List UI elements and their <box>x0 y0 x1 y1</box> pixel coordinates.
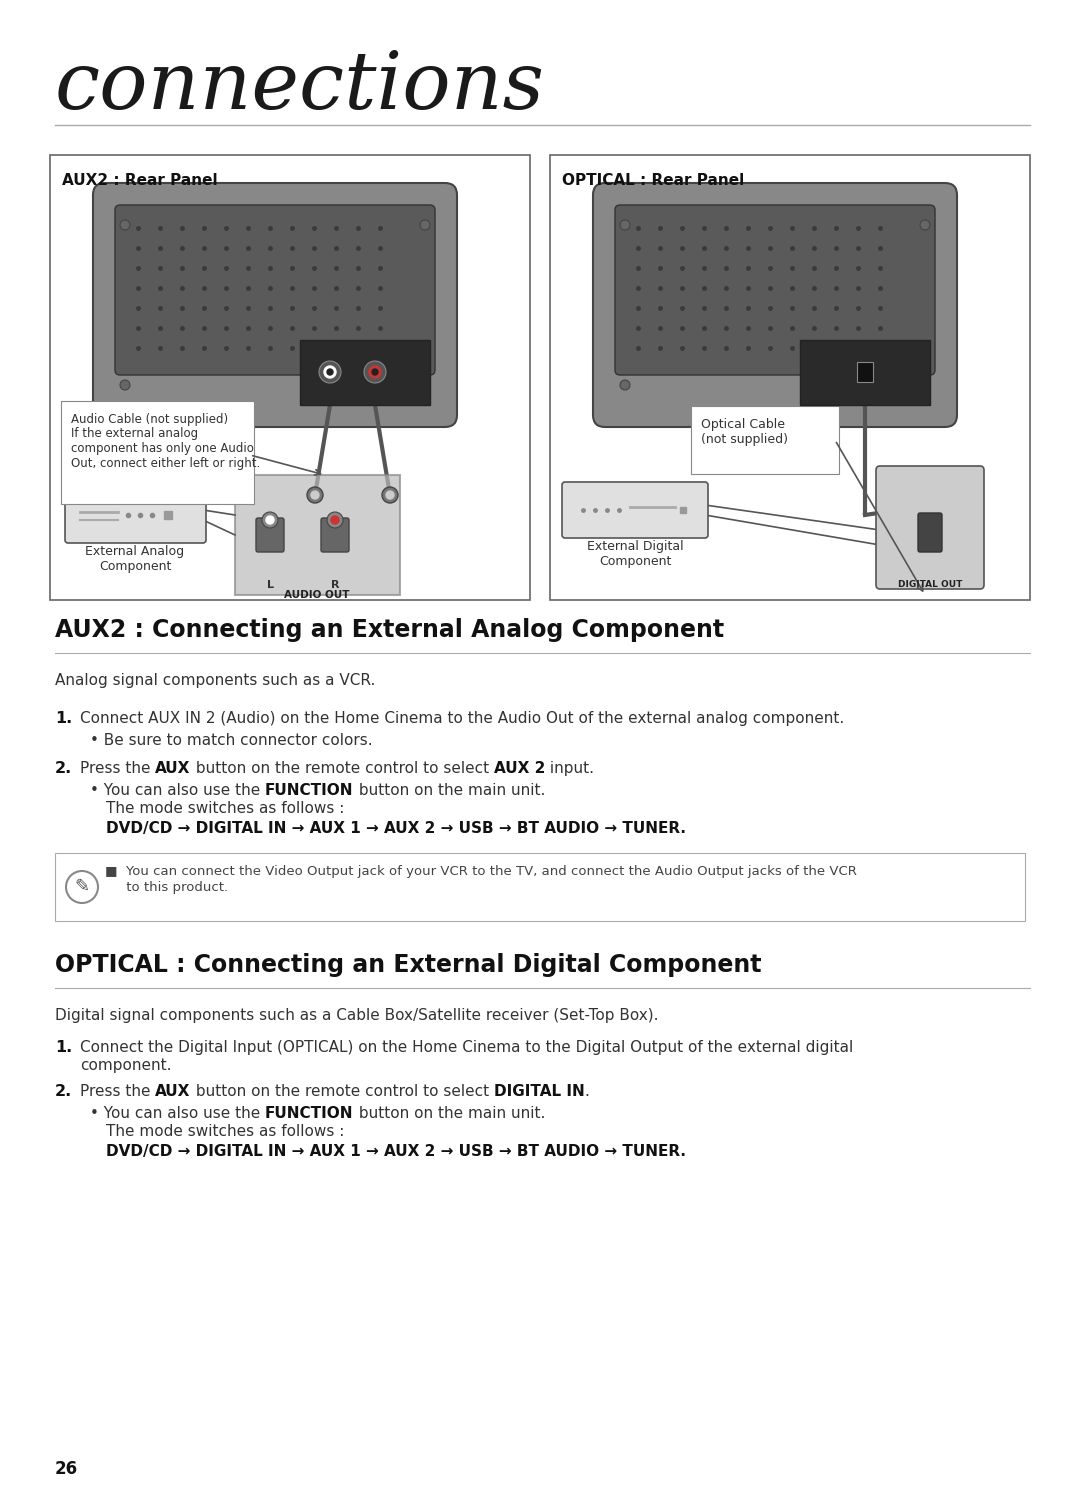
Text: AUX2 : Connecting an External Analog Component: AUX2 : Connecting an External Analog Com… <box>55 618 724 642</box>
Circle shape <box>327 369 333 374</box>
Circle shape <box>386 491 394 498</box>
FancyBboxPatch shape <box>876 466 984 589</box>
Text: • Be sure to match connector colors.: • Be sure to match connector colors. <box>90 733 373 747</box>
FancyBboxPatch shape <box>918 513 942 552</box>
Text: DVD/CD → DIGITAL IN → AUX 1 → AUX 2 → USB → BT AUDIO → TUNER.: DVD/CD → DIGITAL IN → AUX 1 → AUX 2 → US… <box>106 821 686 836</box>
Text: AUX 2: AUX 2 <box>494 761 545 776</box>
FancyBboxPatch shape <box>550 155 1030 600</box>
FancyBboxPatch shape <box>114 204 435 374</box>
Circle shape <box>319 361 341 383</box>
Circle shape <box>120 380 130 389</box>
FancyBboxPatch shape <box>235 474 400 595</box>
Circle shape <box>327 512 343 528</box>
FancyBboxPatch shape <box>593 184 957 427</box>
FancyBboxPatch shape <box>858 363 873 382</box>
Text: AUDIO OUT: AUDIO OUT <box>284 589 350 600</box>
Circle shape <box>364 361 386 383</box>
Text: AUX: AUX <box>156 761 191 776</box>
Text: • You can also use the: • You can also use the <box>90 1106 265 1120</box>
Text: OPTICAL : Connecting an External Digital Component: OPTICAL : Connecting an External Digital… <box>55 953 761 977</box>
Text: AUX: AUX <box>156 1085 191 1100</box>
Text: FUNCTION: FUNCTION <box>265 783 353 798</box>
FancyBboxPatch shape <box>300 340 430 404</box>
Text: ■  You can connect the Video Output jack of your VCR to the TV, and connect the : ■ You can connect the Video Output jack … <box>105 865 856 877</box>
FancyBboxPatch shape <box>50 155 530 600</box>
Text: 1.: 1. <box>55 712 72 727</box>
Text: ✎: ✎ <box>75 877 90 897</box>
Circle shape <box>420 219 430 230</box>
Circle shape <box>620 219 630 230</box>
Circle shape <box>620 380 630 389</box>
Text: 2.: 2. <box>55 761 72 776</box>
Text: button on the main unit.: button on the main unit. <box>353 783 545 798</box>
FancyBboxPatch shape <box>93 184 457 427</box>
Text: 2.: 2. <box>55 1085 72 1100</box>
Circle shape <box>307 486 323 503</box>
Text: Connect the Digital Input (OPTICAL) on the Home Cinema to the Digital Output of : Connect the Digital Input (OPTICAL) on t… <box>80 1040 853 1055</box>
Text: input.: input. <box>545 761 594 776</box>
Text: Audio Cable (not supplied): Audio Cable (not supplied) <box>71 413 228 427</box>
Circle shape <box>262 512 278 528</box>
FancyBboxPatch shape <box>562 482 708 539</box>
Circle shape <box>372 369 378 374</box>
Text: button on the remote control to select: button on the remote control to select <box>191 761 494 776</box>
Text: External Digital
Component: External Digital Component <box>586 540 684 568</box>
Text: 26: 26 <box>55 1461 78 1479</box>
FancyBboxPatch shape <box>321 518 349 552</box>
Circle shape <box>266 516 274 524</box>
Text: The mode switches as follows :: The mode switches as follows : <box>106 801 345 816</box>
Circle shape <box>920 219 930 230</box>
FancyBboxPatch shape <box>615 204 935 374</box>
FancyBboxPatch shape <box>55 853 1025 921</box>
Text: External Analog
Component: External Analog Component <box>85 545 185 573</box>
Text: DIGITAL IN: DIGITAL IN <box>494 1085 584 1100</box>
Text: FUNCTION: FUNCTION <box>265 1106 353 1120</box>
Text: The mode switches as follows :: The mode switches as follows : <box>106 1123 345 1138</box>
Text: L: L <box>267 580 273 589</box>
Text: OPTICAL : Rear Panel: OPTICAL : Rear Panel <box>562 173 744 188</box>
Text: Digital signal components such as a Cable Box/Satellite receiver (Set-Top Box).: Digital signal components such as a Cabl… <box>55 1009 659 1024</box>
Text: DVD/CD → DIGITAL IN → AUX 1 → AUX 2 → USB → BT AUDIO → TUNER.: DVD/CD → DIGITAL IN → AUX 1 → AUX 2 → US… <box>106 1144 686 1159</box>
Text: AUX2 : Rear Panel: AUX2 : Rear Panel <box>62 173 218 188</box>
Text: connections: connections <box>55 48 545 125</box>
Text: Optical Cable
(not supplied): Optical Cable (not supplied) <box>701 418 788 446</box>
FancyBboxPatch shape <box>691 406 839 474</box>
FancyBboxPatch shape <box>60 401 254 504</box>
Text: • You can also use the: • You can also use the <box>90 783 265 798</box>
Text: component.: component. <box>80 1058 172 1073</box>
Text: R: R <box>330 580 339 589</box>
Text: .: . <box>584 1085 590 1100</box>
Circle shape <box>330 516 339 524</box>
Circle shape <box>324 366 336 377</box>
FancyBboxPatch shape <box>800 340 930 404</box>
Text: Connect AUX IN 2 (Audio) on the Home Cinema to the Audio Out of the external ana: Connect AUX IN 2 (Audio) on the Home Cin… <box>80 712 845 727</box>
Circle shape <box>66 871 98 903</box>
Text: If the external analog
component has only one Audio
Out, connect either left or : If the external analog component has onl… <box>71 427 260 470</box>
Text: Analog signal components such as a VCR.: Analog signal components such as a VCR. <box>55 673 376 688</box>
FancyBboxPatch shape <box>256 518 284 552</box>
Circle shape <box>920 380 930 389</box>
Text: to this product.: to this product. <box>105 880 228 894</box>
Circle shape <box>120 219 130 230</box>
Text: button on the remote control to select: button on the remote control to select <box>191 1085 494 1100</box>
Text: button on the main unit.: button on the main unit. <box>353 1106 545 1120</box>
FancyBboxPatch shape <box>65 486 206 543</box>
Circle shape <box>382 486 399 503</box>
Circle shape <box>311 491 319 498</box>
Text: DIGITAL OUT: DIGITAL OUT <box>897 580 962 589</box>
Circle shape <box>420 380 430 389</box>
Circle shape <box>369 366 381 377</box>
Text: Press the: Press the <box>80 761 156 776</box>
Text: Press the: Press the <box>80 1085 156 1100</box>
Text: 1.: 1. <box>55 1040 72 1055</box>
